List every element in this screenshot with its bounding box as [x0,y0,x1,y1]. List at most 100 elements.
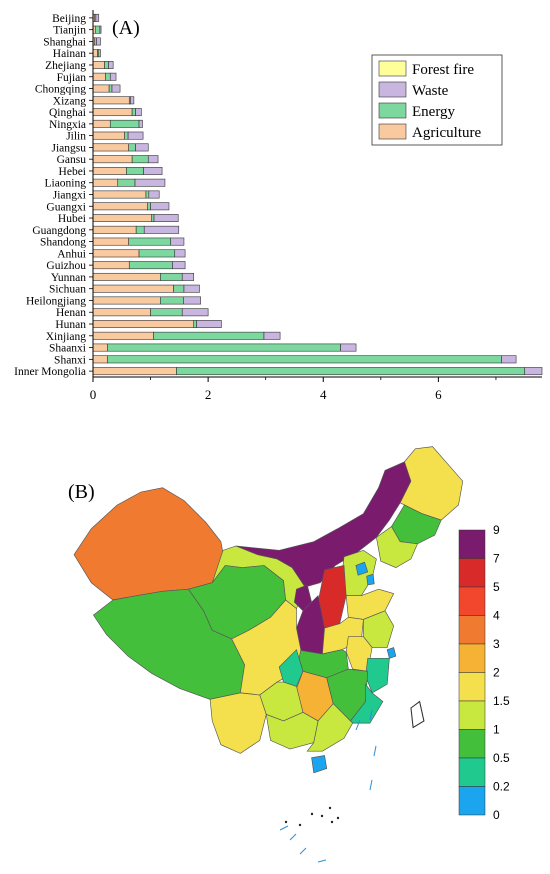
island-dot [320,814,324,818]
bar-energy [107,343,341,352]
bar-waste [181,272,195,281]
bar-agriculture [92,202,148,211]
bar-waste [138,119,143,128]
region-beijing [355,561,369,576]
bar-energy [160,272,183,281]
bar-waste [340,343,357,352]
boundary-dash [289,833,297,841]
bar-agriculture [92,155,133,164]
island-dot [310,812,314,816]
legend-label: Waste [412,83,449,99]
province-label: Shanxi [54,354,86,366]
bar-energy [107,355,502,364]
boundary-dash [373,745,377,757]
province-label: Zhejiang [45,60,86,72]
bar-energy [145,190,150,199]
bar-energy [160,296,184,305]
bar-agriculture [92,190,147,199]
province-label: Jiangxi [53,190,86,202]
scale-label: 5 [493,580,500,594]
province-label: Hebei [59,166,86,178]
boundary-dash [355,719,361,731]
bar-waste [181,308,209,317]
bar-energy [128,261,173,270]
legend-swatch [378,60,407,77]
scale-swatch [458,700,486,730]
scale-swatch [458,672,486,702]
bar-waste [501,355,517,364]
bar-energy [138,249,176,258]
bar-energy [173,284,185,293]
legend-label: Forest fire [412,62,474,78]
bar-agriculture [92,320,195,328]
scale-swatch [458,643,486,673]
bar-agriculture [92,367,177,376]
province-label: Jilin [66,131,86,143]
bar-agriculture [92,178,119,187]
scale-swatch [458,586,486,616]
south-china-sea-islands [279,709,377,863]
province-label: Liaoning [44,178,86,190]
province-label: Jiangsu [52,142,87,154]
province-label: Shaanxi [49,343,86,355]
bar-energy [128,237,172,246]
bar-waste [183,296,201,305]
bar-energy [153,331,265,340]
province-label: Chongqing [35,84,86,96]
legend-swatch [378,81,407,98]
bar-waste [150,202,170,211]
province-label: Shanghai [43,36,86,48]
bar-agriculture [92,343,108,352]
scale-label: 4 [493,609,500,623]
province-label: Gansu [57,154,87,166]
province-label: Heilongjiang [26,295,86,307]
province-label: Xinjiang [46,331,86,343]
bar-energy [135,225,145,234]
x-axis: 0 2 4 6 [90,10,542,402]
bar-energy [95,25,101,34]
bar-energy [105,72,111,81]
bar-energy [176,367,526,376]
bar-waste [111,84,121,93]
bar-agriculture [92,237,129,246]
bar-waste [109,72,117,81]
bar-agriculture [92,296,161,305]
bar-waste [172,261,186,270]
bar-waste [524,367,543,376]
x-tick-label: 6 [435,387,442,402]
boundary-dash [317,859,327,863]
island-dot [330,820,334,824]
bar-agriculture [92,143,129,152]
scale-label: 0 [493,808,500,822]
bar-energy [108,84,113,93]
bar-waste [263,331,281,340]
legend-label: Agriculture [412,125,481,141]
color-scale: 9 7 5 4 3 2 1.5 1 0.5 0.2 0 [458,523,510,822]
legend-swatch [378,102,407,119]
bar-waste [127,131,144,140]
bar-energy [151,214,155,222]
province-label: Guangdong [32,225,86,237]
bar-agriculture [92,284,174,293]
province-labels: BeijingTianjinShanghaiHainanZhejiangFuji… [14,13,93,378]
region-yunnan [209,692,267,754]
bar-waste [108,61,114,69]
bar-agriculture [92,225,137,234]
region-hainan [311,755,328,774]
bar-energy [150,308,183,317]
bar-energy [124,131,129,140]
bar-waste [147,155,159,164]
legend-label: Energy [412,104,456,120]
province-label: Yunnan [51,272,86,284]
province-label: Henan [56,307,86,319]
province-label: Hainan [53,48,86,60]
bar-waste [135,143,149,152]
bar-agriculture [92,84,110,93]
scale-swatch [458,757,486,787]
region-guangxi [265,711,319,750]
province-label: Tianjin [53,25,86,37]
region-liaoning [376,526,418,568]
bar-agriculture [92,96,130,105]
x-tick-label: 2 [205,387,212,402]
map-regions [73,446,464,774]
